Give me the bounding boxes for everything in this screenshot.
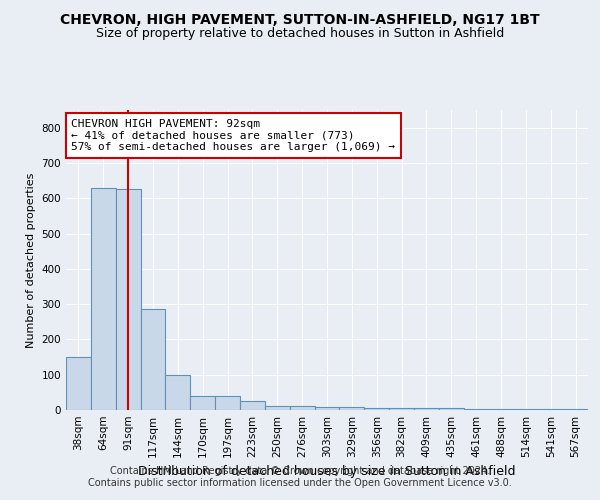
Bar — [215, 396, 240, 410]
Text: CHEVRON, HIGH PAVEMENT, SUTTON-IN-ASHFIELD, NG17 1BT: CHEVRON, HIGH PAVEMENT, SUTTON-IN-ASHFIE… — [60, 12, 540, 26]
Bar — [439, 408, 464, 410]
Bar — [340, 407, 364, 410]
Bar — [389, 408, 414, 410]
Bar — [91, 188, 116, 410]
Bar — [116, 190, 140, 410]
Bar — [290, 406, 314, 410]
Bar — [240, 401, 265, 410]
X-axis label: Distribution of detached houses by size in Sutton in Ashfield: Distribution of detached houses by size … — [138, 466, 516, 478]
Bar — [364, 408, 389, 410]
Y-axis label: Number of detached properties: Number of detached properties — [26, 172, 36, 348]
Bar — [314, 407, 340, 410]
Bar — [488, 409, 514, 410]
Bar — [190, 396, 215, 410]
Bar — [166, 374, 190, 410]
Bar — [265, 406, 290, 410]
Bar — [464, 409, 488, 410]
Bar — [414, 408, 439, 410]
Bar — [140, 310, 166, 410]
Text: Size of property relative to detached houses in Sutton in Ashfield: Size of property relative to detached ho… — [96, 28, 504, 40]
Bar — [66, 357, 91, 410]
Text: Contains HM Land Registry data © Crown copyright and database right 2024.
Contai: Contains HM Land Registry data © Crown c… — [88, 466, 512, 487]
Text: CHEVRON HIGH PAVEMENT: 92sqm
← 41% of detached houses are smaller (773)
57% of s: CHEVRON HIGH PAVEMENT: 92sqm ← 41% of de… — [71, 119, 395, 152]
Bar — [514, 409, 538, 410]
